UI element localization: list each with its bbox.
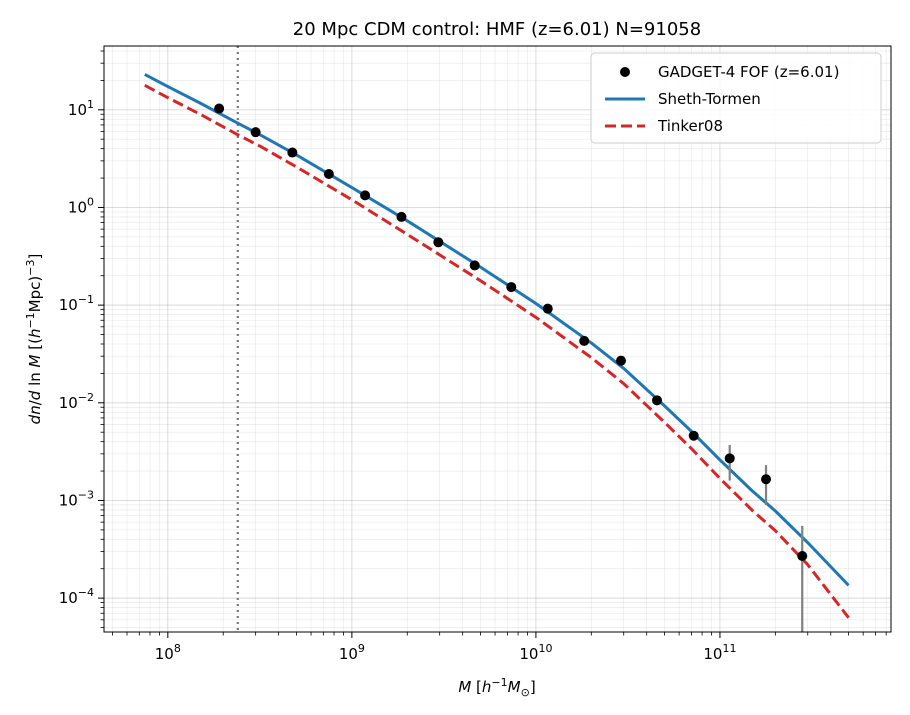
- data-point: [287, 147, 298, 158]
- x-tick-labels: 108 109 1010 1011: [155, 642, 737, 663]
- y-tick-label: 10−2: [59, 391, 94, 412]
- y-tick-labels: 101 100 10−1 10−2 10−3 10−4: [59, 98, 94, 607]
- data-point: [506, 282, 517, 293]
- data-point: [724, 453, 735, 464]
- data-point: [469, 260, 480, 271]
- data-points: [214, 103, 808, 562]
- data-point: [250, 127, 261, 138]
- data-point: [797, 551, 808, 562]
- data-point: [579, 335, 590, 346]
- legend-marker-fof-points: [620, 67, 630, 77]
- x-tick-label: 109: [339, 642, 365, 663]
- chart-title: 20 Mpc CDM control: HMF (z=6.01) N=91058: [293, 19, 701, 40]
- legend-label-fof: GADGET-4 FOF (z=6.01): [658, 63, 839, 81]
- axis-ticks: [98, 50, 887, 638]
- x-tick-label: 108: [155, 642, 181, 663]
- plot-frame: [103, 45, 892, 633]
- minor-grid: [104, 46, 891, 632]
- legend-label-sheth-tormen: Sheth-Tormen: [658, 90, 761, 108]
- y-axis-label: dn/d ln M [(h−1Mpc)−3]: [24, 254, 44, 425]
- model-curves: [144, 73, 850, 619]
- y-tick-label: 10−4: [59, 586, 94, 607]
- series-line-tinker08: [144, 84, 850, 619]
- data-point: [688, 430, 699, 441]
- x-tick-label: 1011: [703, 642, 736, 663]
- series-line-sheth-tormen: [144, 73, 850, 587]
- x-tick-label: 1010: [519, 642, 552, 663]
- x-axis-label: M [h−1M⊙]: [458, 676, 535, 699]
- y-tick-label: 10−3: [59, 488, 94, 509]
- data-point: [542, 303, 553, 314]
- legend-box: [590, 52, 882, 144]
- y-tick-label: 10−1: [59, 293, 94, 314]
- y-tick-label: 101: [68, 98, 94, 119]
- legend: GADGET-4 FOF (z=6.01) Sheth-Tormen Tinke…: [590, 52, 882, 144]
- data-point: [214, 103, 225, 114]
- data-point: [433, 237, 444, 248]
- data-point: [652, 395, 663, 406]
- data-point: [396, 211, 407, 222]
- data-point: [761, 474, 772, 485]
- legend-label-tinker08: Tinker08: [657, 117, 723, 135]
- y-tick-label: 100: [68, 195, 94, 216]
- data-point: [616, 355, 627, 366]
- data-point: [360, 190, 371, 201]
- major-grid: [104, 46, 891, 632]
- data-point: [323, 169, 334, 180]
